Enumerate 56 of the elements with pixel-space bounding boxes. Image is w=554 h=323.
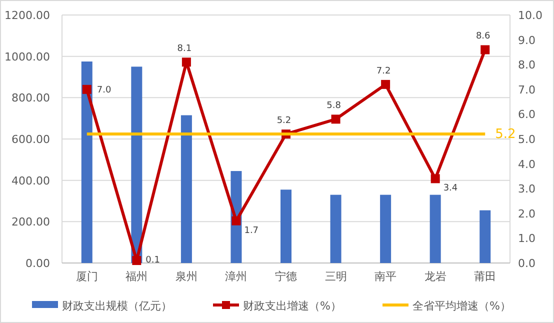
y-tick-label: 1200.00 <box>4 9 50 22</box>
point <box>381 80 390 89</box>
y2-tick-label: 10.0 <box>518 9 542 22</box>
bar <box>380 194 392 263</box>
y2-tick-label: 9.0 <box>518 34 536 47</box>
x-tick-label: 南平 <box>374 270 397 283</box>
y-tick-label: 200.00 <box>12 216 50 229</box>
data-label: 1.7 <box>244 226 259 236</box>
y-tick-label: 400.00 <box>12 174 50 188</box>
legend-label: 全省平均增速（%） <box>412 300 511 312</box>
y2-tick-label: 2.0 <box>518 207 536 220</box>
bar <box>480 210 491 263</box>
point <box>480 45 490 54</box>
x-tick-label: 厦门 <box>76 270 98 283</box>
legend-label: 财政支出规模（亿元） <box>62 300 172 312</box>
y2-tick-label: 1.0 <box>518 232 536 246</box>
data-label: 5.2 <box>495 127 516 142</box>
data-label: 8.1 <box>177 44 192 54</box>
data-label: 3.4 <box>443 184 458 194</box>
y2-tick-label: 7.0 <box>518 83 536 96</box>
x-tick-label: 莆田 <box>474 270 496 283</box>
data-label: 5.2 <box>276 116 292 126</box>
x-tick-label: 漳州 <box>225 270 248 283</box>
y2-tick-label: 8.0 <box>518 58 536 72</box>
point <box>182 58 191 67</box>
x-tick-label: 泉州 <box>175 270 198 283</box>
point <box>82 84 92 94</box>
x-tick-label: 宁德 <box>275 270 297 283</box>
bar <box>330 194 342 263</box>
y2-tick-label: 6.0 <box>518 108 536 122</box>
data-label: 8.6 <box>476 32 491 42</box>
data-label: 0.1 <box>146 256 160 266</box>
point <box>331 114 340 124</box>
bar <box>180 115 192 263</box>
bar <box>131 66 142 263</box>
point <box>232 216 241 226</box>
x-tick-label: 三明 <box>324 270 347 283</box>
bar <box>430 194 441 263</box>
data-label: 7.2 <box>376 66 391 76</box>
y2-tick-label: 3.0 <box>518 182 536 196</box>
data-label: 5.8 <box>326 101 342 112</box>
x-tick-label: 福州 <box>126 270 148 283</box>
y2-tick-label: 0.0 <box>518 257 536 270</box>
bar <box>280 190 292 263</box>
data-label: 7.0 <box>96 85 112 96</box>
legend-label: 财政支出增速（%） <box>243 300 342 312</box>
y-tick-label: 0.00 <box>26 257 50 270</box>
y-tick-label: 800.00 <box>12 92 50 105</box>
y2-tick-label: 4.0 <box>518 158 536 171</box>
y-tick-label: 1000.00 <box>4 50 50 64</box>
y2-tick-label: 5.0 <box>518 133 536 146</box>
point <box>430 174 440 184</box>
point <box>132 256 142 266</box>
x-tick-label: 龙岩 <box>424 270 446 283</box>
bar <box>81 62 92 263</box>
y-tick-label: 600.00 <box>12 133 50 146</box>
